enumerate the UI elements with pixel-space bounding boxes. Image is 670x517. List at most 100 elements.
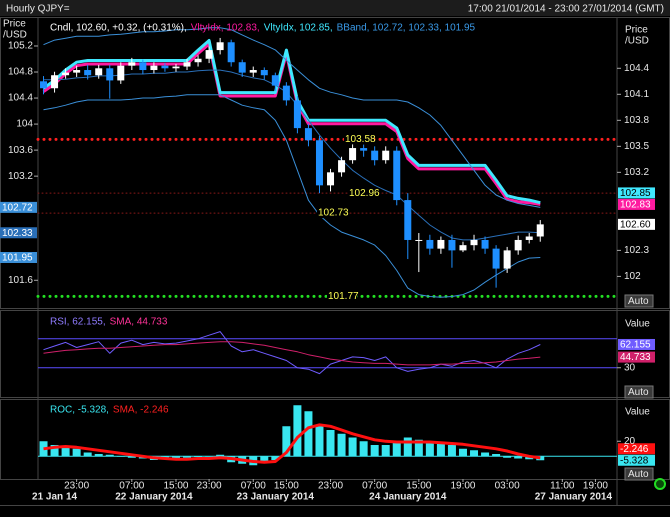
- candle-body: [150, 65, 158, 71]
- chart-title: Hourly QJPY=: [6, 4, 70, 15]
- bar: [481, 452, 490, 457]
- value-box: [618, 338, 655, 350]
- y2-tick-label: 103.2: [8, 171, 33, 182]
- level-label: 102.96: [349, 188, 380, 199]
- y-tick-label: 103.8: [624, 115, 649, 126]
- candle-body: [481, 239, 489, 249]
- bar: [326, 430, 335, 457]
- candle-body: [183, 62, 191, 67]
- y-tick-label: 104.4: [624, 63, 649, 74]
- bar: [83, 452, 92, 457]
- x-tick-label: 19:00: [583, 481, 608, 492]
- candle-body: [338, 160, 346, 173]
- candle-body: [525, 236, 533, 240]
- value-box: [618, 218, 655, 230]
- top-bar: [0, 0, 670, 16]
- x-tick-label: 19:00: [450, 481, 475, 492]
- y-axis-title: Value: [625, 319, 650, 330]
- auto-button-label[interactable]: Auto: [628, 469, 649, 480]
- y2-tick-label: 105.2: [8, 41, 33, 52]
- x-date-label: 21 Jan 14: [32, 492, 77, 503]
- x-tick-label: 15:00: [406, 481, 431, 492]
- y2-axis-title: /USD: [3, 30, 27, 41]
- auto-button-label[interactable]: Auto: [628, 296, 649, 307]
- auto-button[interactable]: [624, 467, 654, 481]
- value-label: 102.72: [2, 203, 33, 214]
- value-box: [618, 351, 655, 363]
- bar: [381, 445, 390, 457]
- y-tick-label: 30: [624, 362, 636, 373]
- value-box: [618, 198, 655, 210]
- value-label: -2.246: [620, 444, 649, 455]
- candle-body: [161, 65, 169, 69]
- bar: [392, 441, 401, 457]
- level-label-bg: [348, 188, 378, 199]
- bar: [370, 445, 379, 457]
- bar: [260, 456, 269, 463]
- bar: [470, 450, 479, 457]
- candle-body: [227, 42, 235, 63]
- candle-body: [40, 81, 48, 89]
- indicator-line: [43, 341, 541, 366]
- candle-body: [205, 50, 213, 59]
- bar: [425, 441, 434, 457]
- band-line: [43, 27, 541, 208]
- candle-body: [51, 75, 59, 89]
- bar: [293, 405, 302, 457]
- bar: [458, 448, 467, 457]
- auto-button[interactable]: [624, 294, 654, 308]
- level-label: 101.77: [328, 291, 359, 302]
- bar: [61, 447, 70, 457]
- bar: [304, 411, 313, 457]
- candle-body: [360, 148, 368, 151]
- bar: [503, 456, 512, 458]
- band-line: [43, 94, 541, 298]
- y2-tick-label: 104: [16, 119, 33, 130]
- value-label: 101.95: [2, 253, 33, 264]
- y2-tick-label: 104.4: [8, 93, 33, 104]
- band-line: [43, 69, 541, 241]
- bar: [127, 456, 136, 458]
- auto-button-label[interactable]: Auto: [628, 387, 649, 398]
- value-box: [0, 251, 37, 263]
- candle-body: [95, 68, 103, 76]
- bar: [183, 456, 192, 458]
- y-axis-title: Value: [625, 407, 650, 418]
- legend-entry: RSI, 62.155,: [50, 317, 106, 328]
- candle-body: [304, 128, 312, 141]
- candle-body: [426, 239, 434, 249]
- y-axis-title: Price: [625, 25, 648, 36]
- bar: [315, 426, 324, 457]
- bar: [514, 456, 523, 459]
- candle-body: [139, 62, 147, 71]
- candle-body: [293, 100, 301, 129]
- y-tick-label: 102: [624, 271, 641, 282]
- level-label-bg: [327, 291, 357, 302]
- candle-body: [194, 58, 202, 63]
- bar: [50, 445, 59, 457]
- x-tick-label: 07:00: [119, 481, 144, 492]
- legend-entry: VltyIdx, 102.85,: [264, 23, 333, 34]
- candle-body: [84, 70, 92, 76]
- candle-body: [106, 68, 114, 81]
- bar: [492, 454, 501, 457]
- candle-body: [470, 239, 478, 246]
- y2-tick-label: 101.6: [8, 275, 33, 286]
- x-date-label: 22 January 2014: [115, 492, 193, 503]
- auto-button[interactable]: [624, 385, 654, 399]
- value-label: -5.328: [620, 455, 649, 466]
- x-tick-label: 23:00: [64, 481, 89, 492]
- value-box: [618, 454, 655, 466]
- value-label: 62.155: [620, 340, 651, 351]
- candle-body: [514, 239, 522, 251]
- value-box: [618, 187, 655, 199]
- bar: [194, 456, 203, 457]
- bar: [205, 456, 214, 457]
- candle-body: [271, 75, 279, 86]
- candle-body: [73, 70, 81, 73]
- value-label: 102.83: [620, 200, 651, 211]
- candle-body: [492, 248, 500, 269]
- volatility-line: [42, 39, 541, 205]
- candle-body: [260, 70, 268, 76]
